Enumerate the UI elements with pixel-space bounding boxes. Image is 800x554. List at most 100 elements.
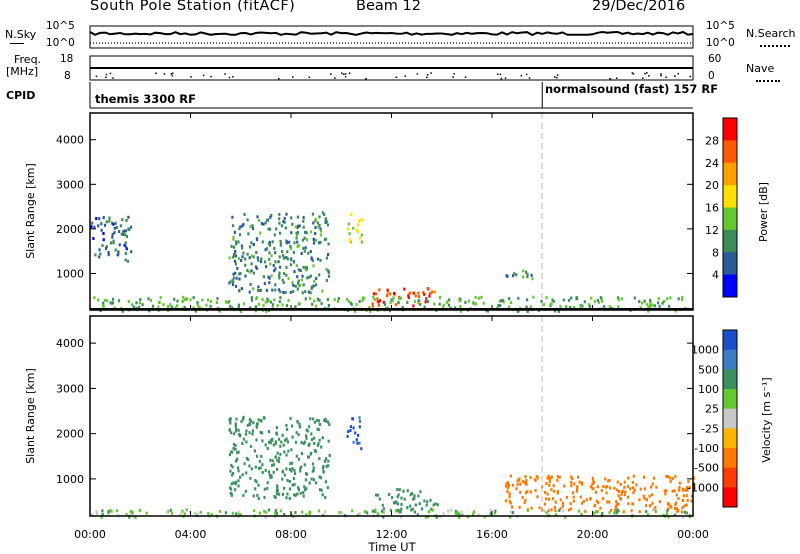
heatmap-cell: [410, 508, 413, 512]
heatmap-cell: [296, 231, 300, 234]
heatmap-cell: [346, 434, 349, 438]
heatmap-cell: [489, 512, 492, 516]
heatmap-cell: [224, 511, 227, 515]
heatmap-cell: [572, 499, 575, 503]
y-tick-label: 2000: [56, 428, 84, 441]
heatmap-cell: [424, 515, 427, 519]
heatmap-cell: [210, 513, 213, 517]
nave-dot: [395, 76, 398, 78]
heatmap-cell: [273, 298, 276, 302]
heatmap-cell: [252, 287, 255, 291]
heatmap-cell: [525, 305, 528, 309]
heatmap-cell: [256, 215, 259, 219]
heatmap-cell: [230, 244, 233, 248]
heatmap-cell: [442, 306, 445, 310]
heatmap-cell: [393, 291, 396, 295]
heatmap-cell: [278, 217, 281, 221]
heatmap-cell: [274, 441, 277, 445]
heatmap-cell: [290, 448, 293, 452]
heatmap-cell: [314, 450, 317, 454]
heatmap-cell: [369, 309, 372, 313]
heatmap-cell: [281, 477, 284, 481]
heatmap-cell: [242, 493, 245, 497]
heatmap-cell: [690, 499, 693, 503]
heatmap-cell: [240, 244, 243, 248]
heatmap-cell: [112, 297, 115, 301]
colorbar-swatch: [723, 140, 737, 164]
heatmap-cell: [91, 513, 94, 517]
heatmap-cell: [595, 499, 598, 503]
heatmap-cell: [232, 245, 236, 249]
cpid-panel: [89, 82, 693, 109]
heatmap-cell: [315, 276, 318, 280]
heatmap-cell: [328, 274, 331, 278]
heatmap-cell: [269, 476, 272, 480]
heatmap-cell: [216, 297, 219, 301]
heatmap-cell: [614, 506, 617, 510]
heatmap-cell: [307, 425, 311, 429]
heatmap-cell: [281, 278, 284, 282]
heatmap-cell: [322, 513, 325, 517]
heatmap-cell: [305, 436, 308, 440]
heatmap-cell: [230, 431, 233, 435]
heatmap-cell: [302, 246, 305, 250]
heatmap-cell: [674, 503, 677, 507]
heatmap-cell: [358, 512, 361, 516]
heatmap-cell: [665, 489, 668, 493]
heatmap-cell: [234, 271, 237, 275]
heatmap-cell: [207, 512, 210, 516]
heatmap-cell: [248, 464, 251, 468]
heatmap-cell: [126, 259, 130, 263]
heatmap-cell: [229, 419, 232, 423]
nave-dot: [112, 77, 114, 79]
heatmap-cell: [318, 423, 321, 426]
heatmap-cell: [302, 225, 305, 229]
heatmap-cell: [348, 238, 351, 242]
heatmap-cell: [430, 507, 433, 511]
heatmap-cell: [547, 474, 550, 478]
heatmap-cell: [279, 242, 283, 245]
colorbar-swatch: [723, 252, 737, 276]
heatmap-cell: [293, 270, 296, 274]
y-tick-label: 3000: [56, 178, 84, 191]
heatmap-cell: [290, 216, 293, 220]
heatmap-cell: [624, 490, 627, 494]
heatmap-cell: [677, 297, 680, 301]
heatmap-cell: [509, 515, 512, 519]
heatmap-cell: [318, 488, 322, 492]
heatmap-cell: [318, 223, 321, 227]
heatmap-cell: [228, 428, 231, 432]
heatmap-cell: [242, 251, 245, 255]
heatmap-cell: [372, 292, 375, 296]
heatmap-cell: [328, 454, 331, 457]
heatmap-cell: [103, 223, 107, 227]
heatmap-cell: [380, 509, 383, 513]
heatmap-cell: [297, 488, 300, 492]
heatmap-cell: [681, 297, 684, 301]
x-tick-label: 12:00: [376, 528, 408, 541]
heatmap-cell: [288, 480, 291, 483]
heatmap-cell: [303, 485, 306, 489]
heatmap-cell: [218, 509, 221, 513]
heatmap-cell: [686, 486, 689, 489]
heatmap-cell: [351, 509, 354, 513]
heatmap-cell: [318, 241, 321, 245]
heatmap-cell: [652, 508, 655, 512]
heatmap-cell: [289, 244, 292, 248]
heatmap-cell: [692, 482, 695, 486]
heatmap-cell: [273, 269, 276, 273]
heatmap-cell: [251, 227, 255, 230]
heatmap-cell: [508, 492, 511, 496]
heatmap-cell: [517, 478, 521, 482]
heatmap-cell: [299, 269, 302, 272]
heatmap-cell: [505, 274, 508, 278]
heatmap-cell: [297, 433, 300, 437]
heatmap-cell: [237, 240, 240, 244]
nave-dot: [520, 75, 523, 77]
heatmap-cell: [387, 290, 390, 294]
heatmap-cell: [613, 486, 616, 490]
heatmap-cell: [301, 291, 304, 295]
station-title: South Pole Station (fitACF): [90, 0, 296, 14]
heatmap-cell: [300, 278, 303, 282]
heatmap-cell: [381, 503, 384, 507]
